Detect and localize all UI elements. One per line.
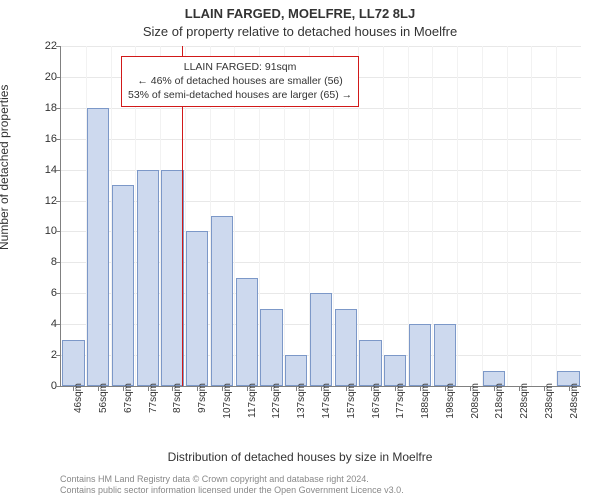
y-gridline xyxy=(61,46,581,47)
bar xyxy=(359,340,381,386)
bar xyxy=(409,324,431,386)
y-tick-label: 18 xyxy=(31,102,57,114)
x-tick-label: 167sqm xyxy=(371,383,382,419)
x-tick-label: 147sqm xyxy=(321,383,332,419)
x-tick-label: 46sqm xyxy=(73,383,84,413)
footer-line1: Contains HM Land Registry data © Crown c… xyxy=(60,474,580,485)
x-tick-label: 97sqm xyxy=(197,383,208,413)
x-tick-label: 248sqm xyxy=(569,383,580,419)
y-tick-mark xyxy=(56,355,61,356)
y-gridline xyxy=(61,139,581,140)
chart-title-line2: Size of property relative to detached ho… xyxy=(0,24,600,39)
chart-container: LLAIN FARGED, MOELFRE, LL72 8LJ Size of … xyxy=(0,0,600,500)
x-tick-label: 218sqm xyxy=(494,383,505,419)
bar xyxy=(310,293,332,386)
y-tick-label: 2 xyxy=(31,349,57,361)
x-tick-label: 137sqm xyxy=(296,383,307,419)
bar xyxy=(434,324,456,386)
bar xyxy=(260,309,282,386)
x-gridline xyxy=(507,46,508,386)
y-tick-mark xyxy=(56,293,61,294)
x-tick-label: 67sqm xyxy=(123,383,134,413)
annotation-line1: LLAIN FARGED: 91sqm xyxy=(128,60,352,74)
annotation-box: LLAIN FARGED: 91sqm ← 46% of detached ho… xyxy=(121,56,359,107)
x-tick-label: 107sqm xyxy=(222,383,233,419)
bar xyxy=(335,309,357,386)
bar xyxy=(236,278,258,386)
y-tick-mark xyxy=(56,108,61,109)
y-tick-label: 10 xyxy=(31,225,57,237)
x-gridline xyxy=(531,46,532,386)
footer-line2: Contains public sector information licen… xyxy=(60,485,580,496)
y-tick-mark xyxy=(56,386,61,387)
x-tick-label: 157sqm xyxy=(346,383,357,419)
x-gridline xyxy=(556,46,557,386)
y-tick-label: 12 xyxy=(31,195,57,207)
x-tick-label: 188sqm xyxy=(420,383,431,419)
bar xyxy=(384,355,406,386)
x-tick-label: 228sqm xyxy=(519,383,530,419)
y-tick-label: 8 xyxy=(31,256,57,268)
y-tick-mark xyxy=(56,262,61,263)
y-tick-mark xyxy=(56,46,61,47)
y-tick-mark xyxy=(56,77,61,78)
bar xyxy=(112,185,134,386)
bar xyxy=(285,355,307,386)
chart-title-line1: LLAIN FARGED, MOELFRE, LL72 8LJ xyxy=(0,6,600,21)
x-tick-label: 117sqm xyxy=(247,383,258,418)
y-tick-label: 16 xyxy=(31,133,57,145)
x-gridline xyxy=(482,46,483,386)
x-gridline xyxy=(383,46,384,386)
y-gridline xyxy=(61,108,581,109)
y-axis-label: Number of detached properties xyxy=(0,85,11,250)
y-tick-label: 20 xyxy=(31,71,57,83)
y-tick-mark xyxy=(56,324,61,325)
x-tick-label: 208sqm xyxy=(470,383,481,419)
x-tick-label: 77sqm xyxy=(148,383,159,413)
x-tick-label: 127sqm xyxy=(271,383,282,419)
bar xyxy=(211,216,233,386)
bar xyxy=(62,340,84,386)
y-tick-mark xyxy=(56,201,61,202)
x-tick-label: 177sqm xyxy=(395,383,406,419)
y-tick-label: 22 xyxy=(31,40,57,52)
bar xyxy=(186,231,208,386)
x-tick-label: 238sqm xyxy=(544,383,555,419)
annotation-line3: 53% of semi-detached houses are larger (… xyxy=(128,88,352,102)
plot-area: 024681012141618202246sqm56sqm67sqm77sqm8… xyxy=(60,46,581,387)
y-tick-label: 0 xyxy=(31,380,57,392)
y-tick-label: 14 xyxy=(31,164,57,176)
footer-attribution: Contains HM Land Registry data © Crown c… xyxy=(60,474,580,497)
x-axis-label: Distribution of detached houses by size … xyxy=(0,450,600,464)
y-tick-mark xyxy=(56,231,61,232)
y-tick-mark xyxy=(56,139,61,140)
annotation-line2: ← 46% of detached houses are smaller (56… xyxy=(128,74,352,88)
bar xyxy=(137,170,159,386)
x-tick-label: 198sqm xyxy=(445,383,456,419)
bar xyxy=(161,170,183,386)
y-tick-label: 4 xyxy=(31,318,57,330)
bar xyxy=(87,108,109,386)
x-gridline xyxy=(457,46,458,386)
x-tick-label: 56sqm xyxy=(98,383,109,413)
y-tick-label: 6 xyxy=(31,287,57,299)
x-tick-label: 87sqm xyxy=(172,383,183,413)
y-tick-mark xyxy=(56,170,61,171)
